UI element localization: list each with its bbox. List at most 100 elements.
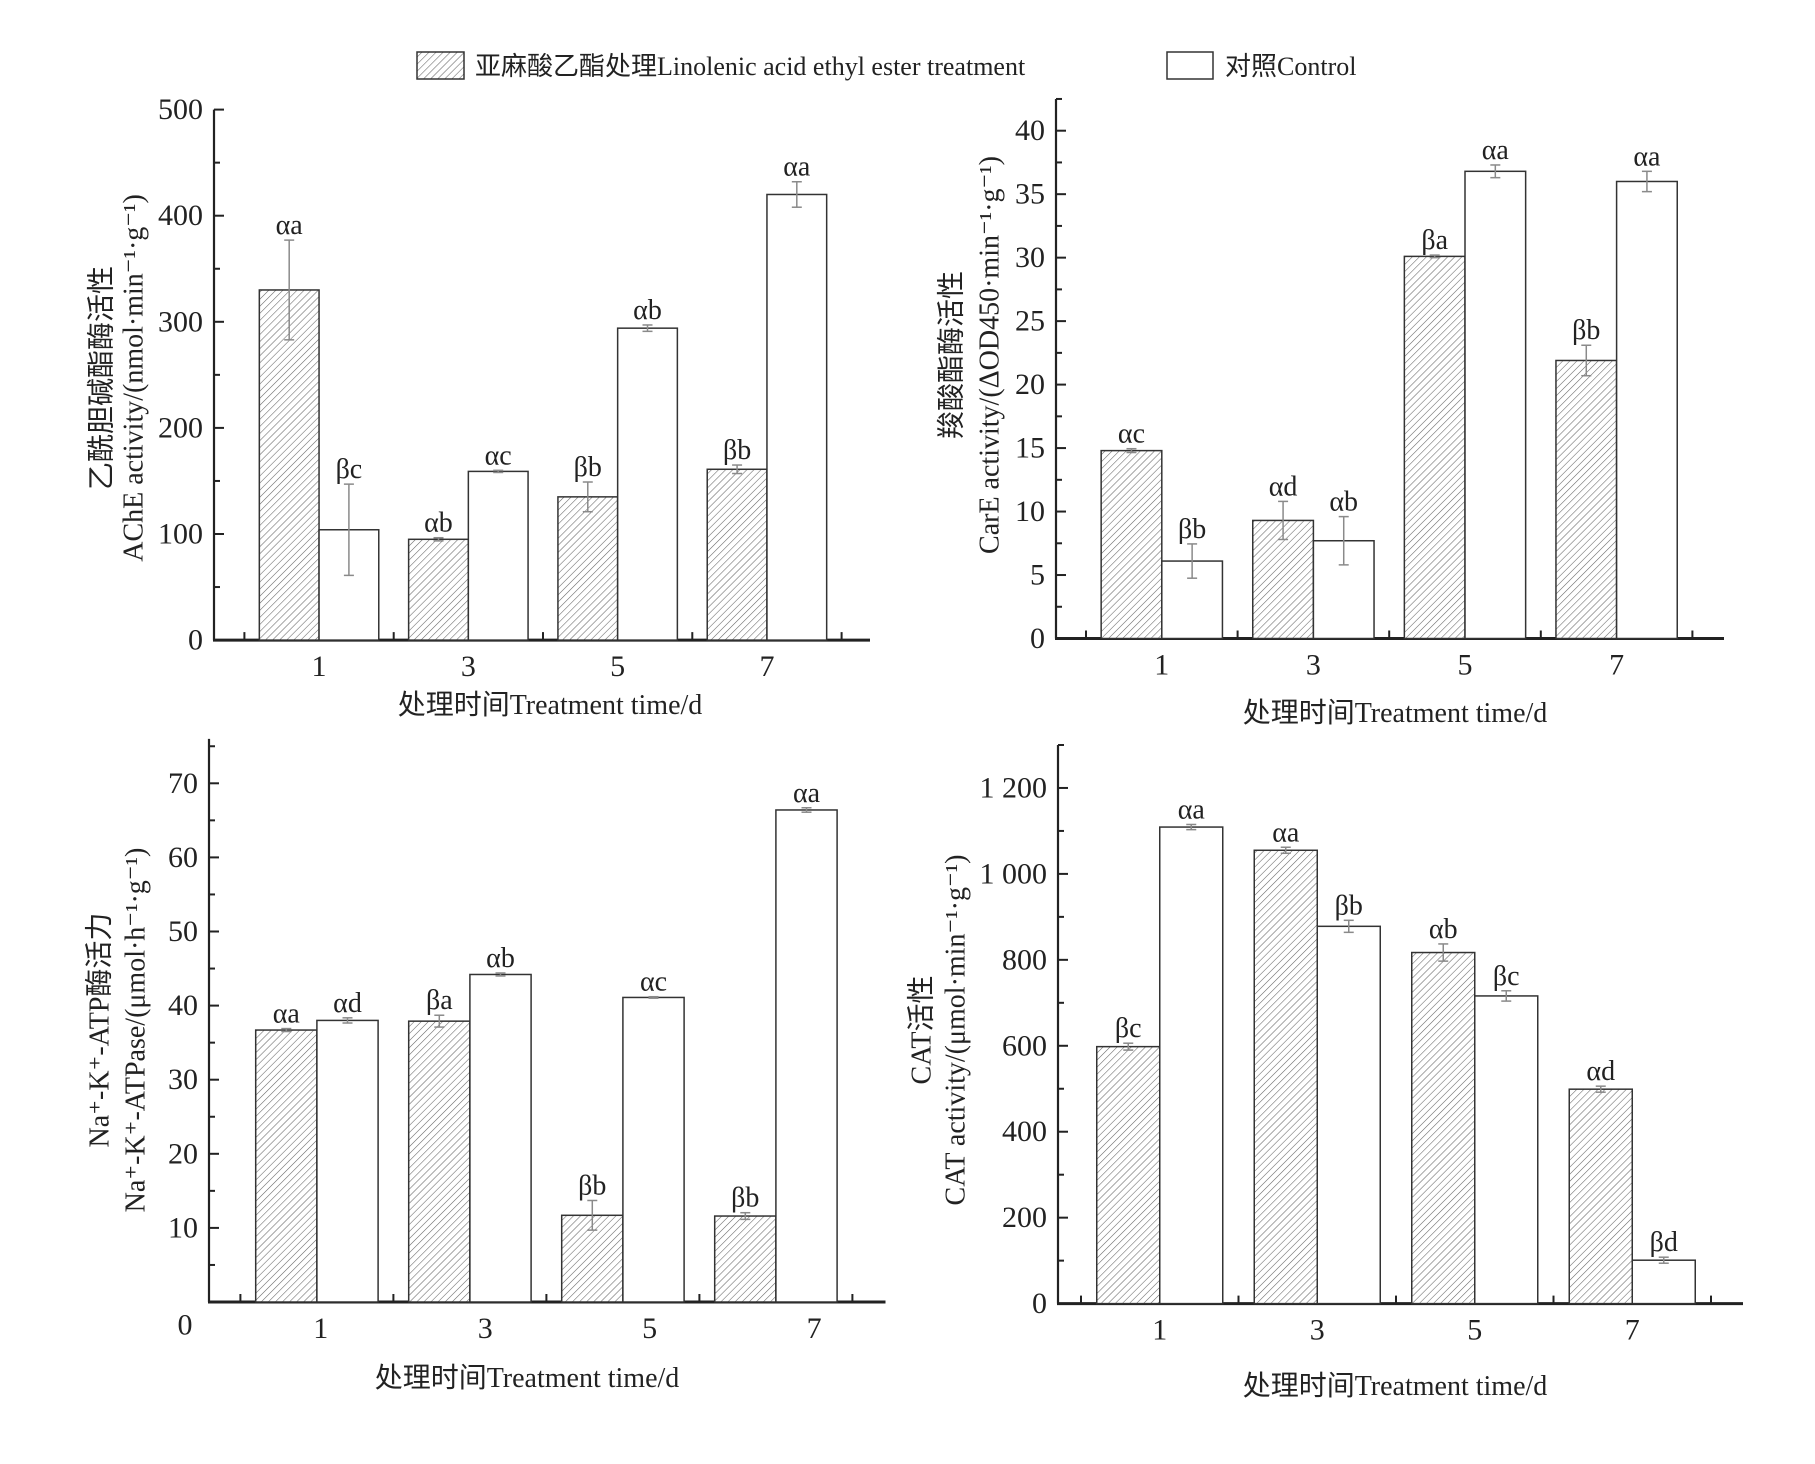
significance-label: βb [1178,514,1206,545]
x-tick-label: 7 [1609,649,1624,682]
significance-label: βc [1115,1013,1142,1044]
significance-label: αd [1269,471,1298,502]
bar-treatment-day-1 [1096,1045,1161,1305]
bar-treatment-day-3 [1253,849,1318,1305]
significance-label: βc [336,454,363,485]
y-tick-label: 1 000 [980,857,1048,890]
legend-item-treatment: 亚麻酸乙酯处理Linolenic acid ethyl ester treatm… [416,51,1026,81]
bar-control-day-5 [622,996,685,1303]
bar-treatment-day-7 [713,1215,777,1303]
series-control: αa βb βc βd [1159,794,1696,1305]
error-bar [1338,515,1349,566]
y-tick-label: 400 [1002,1115,1047,1148]
series-control: βb αb αa αa [1161,135,1678,640]
significance-label: βa [1421,225,1448,256]
bar-control-day-5 [1464,170,1527,640]
significance-label: αd [333,988,362,1019]
y-tick-label: 15 [1015,432,1045,465]
error-bar [433,536,444,542]
bar-treatment-day-5 [557,496,619,641]
error-bar [1126,447,1137,454]
significance-label: αb [486,943,515,974]
legend-swatch-hatched [416,51,465,80]
x-tick-label: 5 [610,650,625,683]
error-bar [791,180,802,208]
bar-treatment-day-5 [1411,951,1476,1305]
bar-control-day-7 [1631,1259,1696,1305]
x-tick-label: 3 [1306,649,1321,682]
bar-treatment-day-3 [407,1020,471,1303]
y-tick-label: 50 [168,915,198,948]
y-axis-title-cn: CAT活性 [906,976,938,1085]
significance-label: αa [276,210,304,241]
error-bar [1186,823,1197,831]
y-axis-title: CAT activity/(μmol·min⁻¹·g⁻¹) [941,855,972,1206]
bar-control-day-1 [1161,560,1224,640]
bar-treatment-day-1 [258,289,320,641]
significance-label: αc [1118,419,1145,450]
y-tick-label: 100 [158,518,203,551]
series-treatment: βc αa αb αd [1096,817,1633,1305]
y-axis-title: AChE activity/(nmol·min⁻¹·g⁻¹) [119,194,150,562]
significance-label: αa [1633,141,1661,172]
legend-swatch-empty [1166,51,1214,80]
y-tick-label: 60 [168,841,198,874]
significance-label: αa [273,999,301,1030]
bar-treatment-day-7 [1555,359,1618,640]
error-bar [1595,1085,1606,1093]
x-tick-label: 5 [1458,649,1473,682]
error-bar [343,483,354,577]
error-bar [587,1199,598,1231]
error-bar [801,807,812,813]
bar-treatment-day-7 [706,468,768,641]
y-tick-label: 300 [158,305,203,338]
bar-control-day-7 [1615,180,1678,640]
y-tick-label: 10 [1015,495,1045,528]
bar-control-day-5 [1474,995,1539,1305]
bar-treatment-day-7 [1568,1088,1633,1305]
y-tick-label: 400 [158,199,203,232]
x-axis-title: 处理时间Treatment time/d [398,689,703,721]
y-axis-title-cn: Na⁺-K⁺-ATP酶活力 [84,913,116,1148]
error-bar [1658,1256,1669,1264]
bar-control-day-7 [775,809,838,1303]
x-tick-label: 7 [1625,1314,1640,1347]
bar-control-day-3 [1316,925,1381,1305]
error-bar [1581,344,1592,377]
bar-treatment-day-3 [407,538,470,641]
x-tick-label: 1 [1154,649,1169,682]
error-bar [495,972,506,977]
x-tick-label: 5 [642,1312,657,1345]
significance-label: βb [574,452,602,483]
x-tick-label: 7 [807,1312,822,1345]
error-bar [1501,990,1512,1002]
series-control: αd αb αc αa [316,778,838,1303]
y-tick-label: 500 [158,93,203,126]
y-axis-title-cn: 乙酰胆碱酯酶活性 [86,266,118,490]
chart-ache: 0 100 200 300 400 500 1 3 5 7 αa αb βb βb βc αc αb αa 处理时间… [86,93,870,721]
significance-label: βd [1650,1227,1678,1258]
significance-label: αa [793,778,821,809]
x-axis-title: 处理时间Treatment time/d [1243,1370,1548,1402]
bar-control-day-5 [616,327,679,641]
x-tick-label: 1 [313,1312,328,1345]
series-treatment: αa αb βb βb [258,210,768,641]
error-bar [434,1014,445,1028]
significance-label: αb [424,508,453,539]
significance-label: βb [1335,890,1363,921]
significance-label: βa [426,985,453,1016]
significance-label: αb [633,295,662,326]
y-tick-label: 40 [168,989,198,1022]
legend: 亚麻酸乙酯处理Linolenic acid ethyl ester treatm… [416,51,1356,81]
y-tick-label: 600 [1002,1029,1047,1062]
chart-atpase: 0 10 20 30 40 50 60 70 1 3 5 7 αa βa βb βb αd αb αc αa 处理时间T… [84,738,886,1394]
bar-treatment-day-5 [1403,255,1466,640]
error-bar [582,481,593,513]
x-tick-label: 7 [759,650,774,683]
significance-label: αb [1329,487,1358,518]
significance-label: βb [1572,315,1600,346]
x-tick-label: 1 [1152,1314,1167,1347]
bar-control-day-1 [316,1019,379,1303]
